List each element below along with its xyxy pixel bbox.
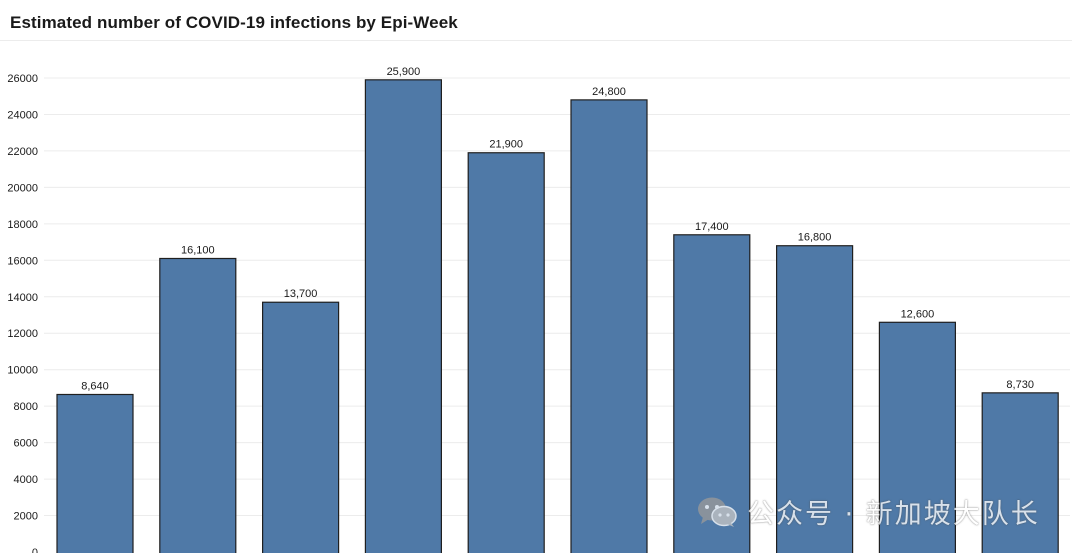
bar (159, 257, 237, 553)
data-label: 25,900 (387, 66, 421, 78)
data-label: 13,700 (284, 288, 318, 300)
data-label: 12,600 (901, 308, 935, 320)
bar (878, 321, 957, 553)
y-tick-label: 2000 (14, 511, 38, 523)
bar (775, 245, 854, 553)
data-labels: 8,640 16,100 13,700 25,900 21,900 24,800 17,40… (81, 66, 1034, 393)
data-label: 17,400 (695, 221, 729, 233)
y-tick-label: 14000 (7, 292, 38, 304)
data-label: 8,640 (81, 380, 109, 392)
chart-title: Estimated number of COVID-19 infections … (10, 13, 458, 32)
data-label: 16,100 (181, 244, 215, 256)
bar (262, 301, 340, 553)
bar (570, 99, 648, 553)
data-label: 21,900 (489, 139, 523, 151)
data-label: 8,730 (1006, 379, 1034, 391)
y-tick-label: 8000 (14, 401, 38, 413)
watermark: 公众号 · 新加坡大队长 (697, 492, 1040, 531)
bar (467, 152, 545, 553)
data-label: 24,800 (592, 86, 626, 98)
y-tick-label: 22000 (7, 146, 38, 158)
y-tick-label: 20000 (7, 182, 38, 194)
bar (364, 79, 442, 553)
bar (56, 393, 134, 553)
y-tick-label: 16000 (7, 255, 38, 267)
y-axis-ticks: 0 2000 4000 6000 8000 10000 12000 14000 16000 180… (7, 73, 38, 553)
y-tick-label: 6000 (14, 438, 38, 450)
y-tick-label: 18000 (7, 219, 38, 231)
y-tick-label: 26000 (7, 73, 38, 85)
bar (981, 392, 1059, 553)
y-tick-label: 10000 (7, 365, 38, 377)
title-divider (0, 40, 1072, 41)
watermark-text: 公众号 · 新加坡大队长 (747, 499, 1040, 530)
data-label: 16,800 (798, 232, 832, 244)
wechat-icon (697, 496, 737, 528)
y-tick-label: 12000 (7, 328, 38, 340)
y-tick-label: 24000 (7, 109, 38, 121)
y-tick-label: 0 (32, 547, 38, 553)
y-tick-label: 4000 (14, 474, 38, 486)
